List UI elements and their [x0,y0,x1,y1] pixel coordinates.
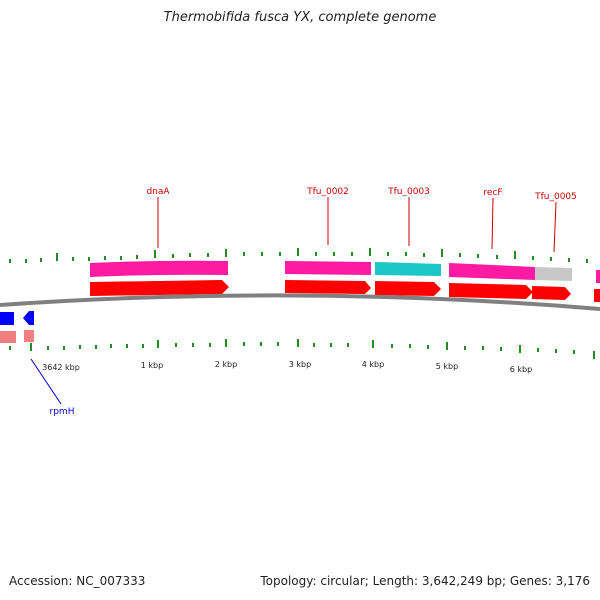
cog-feature-rpmH[interactable] [24,330,34,342]
cds-arrow-dnaA[interactable] [90,280,229,296]
cds-arrow-Tfu_0003[interactable] [375,281,441,296]
accession-text: Accession: NC_007333 [9,574,146,588]
inner-ticks [9,339,595,359]
tick-label: 3 kbp [289,360,311,369]
cds-arrow-recF[interactable] [449,283,533,299]
genome-summary-text: Topology: circular; Length: 3,642,249 bp… [260,574,590,588]
cog-feature-edge [596,270,600,283]
gene-labels: dnaA Tfu_0002 Tfu_0003 recF Tfu_0005 rpm… [30,187,577,417]
cog-feature-left-edge [0,331,16,343]
tick-label: 1 kbp [141,361,163,370]
tick-label: 6 kbp [510,365,532,374]
cds-arrow-left-edge [0,312,14,325]
reverse-cds-track [0,311,34,343]
cog-feature-dnaA[interactable] [90,260,228,277]
gene-label-rpmH[interactable]: rpmH [50,407,75,417]
tick-label: 2 kbp [215,360,237,369]
tick-label: 5 kbp [436,362,458,371]
gene-label-Tfu_0002[interactable]: Tfu_0002 [306,187,349,197]
gene-label-recF[interactable]: recF [483,188,502,198]
tick-label: 4 kbp [362,360,384,369]
cog-feature-Tfu_0005[interactable] [535,267,572,281]
gene-label-Tfu_0005[interactable]: Tfu_0005 [534,192,577,202]
cds-arrow-edge [594,289,600,302]
cds-arrow-Tfu_0005[interactable] [532,286,571,300]
cog-track [90,260,600,283]
cds-arrow-Tfu_0002[interactable] [285,280,371,294]
cog-feature-Tfu_0002[interactable] [285,261,371,275]
gene-label-Tfu_0003[interactable]: Tfu_0003 [387,187,430,197]
forward-cds-track [90,280,600,302]
tick-labels: 3642 kbp 1 kbp 2 kbp 3 kbp 4 kbp 5 kbp 6… [42,360,532,374]
cog-feature-Tfu_0003[interactable] [375,262,441,276]
cog-feature-recF[interactable] [449,263,535,280]
outer-ticks [9,248,588,263]
genome-backbone [0,293,600,311]
gene-label-dnaA[interactable]: dnaA [146,187,170,197]
tick-label: 3642 kbp [42,363,80,372]
map-title: Thermobifida fusca YX, complete genome [163,10,437,25]
cds-arrow-rpmH[interactable] [23,311,34,325]
